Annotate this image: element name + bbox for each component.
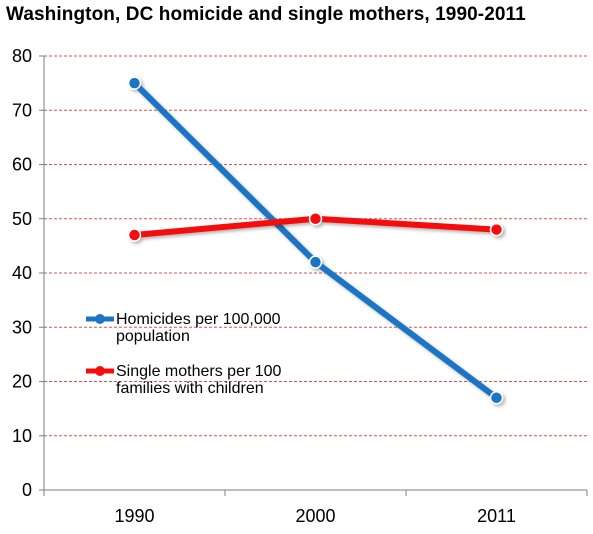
y-tick-label: 80 [12, 46, 32, 66]
data-point-homicides [308, 255, 323, 269]
y-tick-label: 40 [12, 263, 32, 283]
y-tick-label: 50 [12, 209, 32, 229]
y-tick-label: 0 [22, 480, 32, 500]
legend-label: Homicides per 100,000 [116, 311, 281, 328]
data-point-single-mothers [308, 212, 323, 226]
series-lines [127, 76, 504, 405]
y-tick-label: 20 [12, 372, 32, 392]
y-tick-label: 30 [12, 317, 32, 337]
x-tick-label: 2011 [477, 506, 516, 526]
legend-label: population [116, 328, 190, 345]
data-point-homicides [489, 391, 504, 405]
data-point-single-mothers [489, 222, 504, 237]
y-tick-label: 60 [12, 155, 32, 175]
y-axis-tick-labels: 0 10 20 30 40 50 60 70 80 [12, 46, 32, 500]
legend-label: Single mothers per 100 [116, 363, 282, 380]
y-tick-label: 70 [12, 100, 32, 120]
series-homicides [127, 76, 504, 405]
axes [39, 55, 588, 496]
series-line-homicides [131, 80, 500, 401]
series-single-mothers [127, 212, 504, 242]
data-point-single-mothers [127, 228, 142, 242]
x-axis-tick-labels: 1990 2000 2011 [114, 506, 515, 526]
x-tick-label: 1990 [114, 506, 154, 526]
y-tick-label: 10 [12, 426, 32, 446]
legend-label: families with children [116, 380, 264, 397]
chart-title: Washington, DC homicide and single mothe… [6, 4, 526, 25]
data-point-homicides [127, 76, 142, 90]
legend-swatch-marker [95, 314, 105, 324]
x-tick-label: 2000 [295, 506, 335, 526]
legend-swatch-marker [95, 366, 105, 376]
